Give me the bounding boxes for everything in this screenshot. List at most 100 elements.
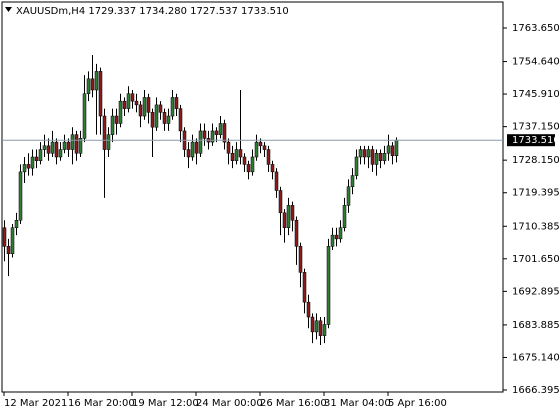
candle-body <box>114 115 119 124</box>
candle-body <box>210 130 215 143</box>
candle-body <box>258 141 263 147</box>
candle-body <box>138 104 143 117</box>
candle-body <box>154 104 159 128</box>
x-tick-label: 16 Mar 20:00 <box>68 398 135 409</box>
candle-body <box>142 97 147 117</box>
candle-body <box>254 141 259 158</box>
candle-body <box>174 97 179 109</box>
candle-body <box>54 141 59 158</box>
candle-body <box>94 71 99 91</box>
candle-body <box>250 156 255 173</box>
y-tick-label: 1728.150 <box>512 155 559 166</box>
candle-body <box>30 156 35 169</box>
y-tick-label: 1710.385 <box>512 221 559 232</box>
candle-body <box>118 100 123 124</box>
x-tick-label: 31 Mar 04:00 <box>324 398 391 409</box>
candle-body <box>58 149 63 158</box>
y-tick-label: 1763.650 <box>512 23 559 34</box>
candle-body <box>330 234 335 247</box>
candle-body <box>78 138 83 154</box>
candle-body <box>2 227 7 247</box>
last-price-label: 1733.510 <box>512 135 559 146</box>
candle-body <box>146 97 151 113</box>
candle-body <box>166 115 171 124</box>
candle-body <box>178 108 183 132</box>
candle-body <box>246 164 251 173</box>
candle-body <box>382 153 387 161</box>
candle-body <box>346 186 351 206</box>
candle-body <box>86 78 91 94</box>
y-tick-label: 1666.395 <box>512 385 559 396</box>
candle-body <box>238 149 243 158</box>
candle-body <box>290 205 295 221</box>
candle-body <box>310 316 315 333</box>
x-tick-label: 26 Mar 16:00 <box>260 398 327 409</box>
candle-body <box>130 93 135 102</box>
candle-body <box>342 205 347 228</box>
candle-body <box>66 141 71 150</box>
candle-body <box>314 320 319 333</box>
candle-body <box>318 320 323 336</box>
candle-body <box>70 134 75 150</box>
candle-body <box>102 115 107 150</box>
y-tick-label: 1745.910 <box>512 89 559 100</box>
candle-body <box>298 246 303 273</box>
candle-body <box>194 141 199 154</box>
y-tick-label: 1683.885 <box>512 320 559 331</box>
candle-body <box>266 149 271 165</box>
candle-body <box>22 164 27 173</box>
candle-body <box>366 149 371 158</box>
candle-body <box>334 234 339 240</box>
y-tick-label: 1737.150 <box>512 122 559 133</box>
candle-body <box>370 149 375 165</box>
candle-body <box>394 139 399 156</box>
candle-body <box>214 130 219 135</box>
candle-body <box>338 227 343 240</box>
candle-body <box>6 246 11 255</box>
candle-body <box>26 164 31 169</box>
y-tick-label: 1675.140 <box>512 352 559 363</box>
y-tick-label: 1719.395 <box>512 188 559 199</box>
candle-body <box>98 71 103 117</box>
candle-body <box>326 246 331 325</box>
candle-body <box>198 130 203 154</box>
candle-body <box>190 141 195 158</box>
x-tick-label: 12 Mar 2021 <box>4 398 67 409</box>
candle-body <box>226 141 231 154</box>
candle-body <box>202 130 207 139</box>
candle-body <box>354 156 359 176</box>
candle-body <box>162 112 167 124</box>
candle-body <box>46 145 51 154</box>
candle-body <box>386 145 391 154</box>
candle-body <box>74 134 79 154</box>
candle-body <box>126 93 131 109</box>
candle-body <box>110 115 115 135</box>
candle-body <box>38 149 43 161</box>
candle-body <box>170 97 175 117</box>
candle-body <box>150 112 155 128</box>
x-tick-label: 19 Mar 12:00 <box>132 398 199 409</box>
candle-body <box>286 205 291 228</box>
candle-body <box>274 171 279 191</box>
candle-body <box>34 156 39 161</box>
candle-body <box>270 164 275 173</box>
candle-body <box>10 227 15 255</box>
candle-body <box>374 153 379 165</box>
candle-body <box>350 175 355 188</box>
candle-body <box>14 220 19 228</box>
candle-body <box>378 153 383 161</box>
candle-body <box>282 212 287 228</box>
candle-body <box>42 145 47 150</box>
candle-body <box>242 156 247 165</box>
candle-body <box>222 123 227 143</box>
candle-body <box>262 145 267 150</box>
last-price-box <box>507 134 555 147</box>
candle-body <box>106 134 111 150</box>
plot-frame <box>1 1 504 393</box>
candle-body <box>62 141 67 150</box>
candle-body <box>362 149 367 158</box>
menu-arrow[interactable] <box>5 7 12 12</box>
chart-title: XAUUSDm,H4 1729.337 1734.280 1727.537 17… <box>16 6 289 17</box>
candle-body <box>322 324 327 336</box>
